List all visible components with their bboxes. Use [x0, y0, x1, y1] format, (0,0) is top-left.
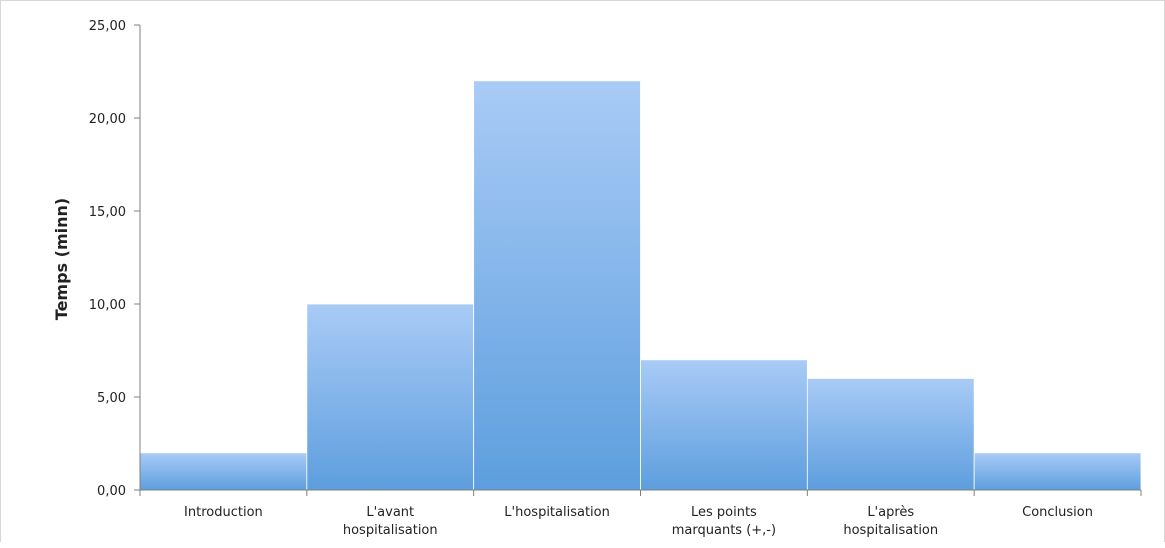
bar [973, 452, 1142, 491]
y-tick-label: 20,00 [89, 112, 126, 127]
x-axis-labels: Introduction L'avant hospitalisation L'hosp… [139, 490, 1142, 538]
x-tick-label-line: Les points [691, 505, 757, 520]
y-tick-label: 15,00 [89, 205, 126, 220]
bar [640, 359, 808, 491]
x-tick-label-line: marquants (+,-) [672, 523, 776, 538]
x-tick-label-line: Introduction [184, 505, 263, 520]
y-axis-ticks: 0,00 5,00 10,00 15,00 20,00 25,00 [89, 19, 140, 499]
x-tick-label-line: L'avant [366, 505, 414, 520]
x-tick-label: Introduction [184, 505, 263, 520]
x-tick-label-line: L'après [867, 505, 914, 520]
x-tick-label: Conclusion [1022, 505, 1093, 520]
y-axis-label: Temps (minn) [52, 198, 71, 320]
y-tick-label: 5,00 [97, 391, 126, 406]
bars [139, 80, 1142, 491]
x-tick-label: L'hospitalisation [504, 505, 610, 520]
x-tick-label-line: hospitalisation [343, 523, 438, 538]
x-tick-label: Les points marquants (+,-) [672, 505, 776, 538]
x-tick-label: L'avant hospitalisation [343, 505, 438, 538]
bar [139, 452, 308, 491]
y-tick-label: 10,00 [89, 298, 126, 313]
bar [473, 80, 641, 491]
y-tick-label: 25,00 [89, 19, 126, 34]
x-tick-label-line: L'hospitalisation [504, 505, 610, 520]
x-tick-label-line: hospitalisation [843, 523, 938, 538]
y-tick-label: 0,00 [97, 484, 126, 499]
bar [306, 303, 475, 491]
x-tick-label-line: Conclusion [1022, 505, 1093, 520]
bar [806, 377, 975, 491]
x-tick-label: L'après hospitalisation [843, 505, 938, 538]
